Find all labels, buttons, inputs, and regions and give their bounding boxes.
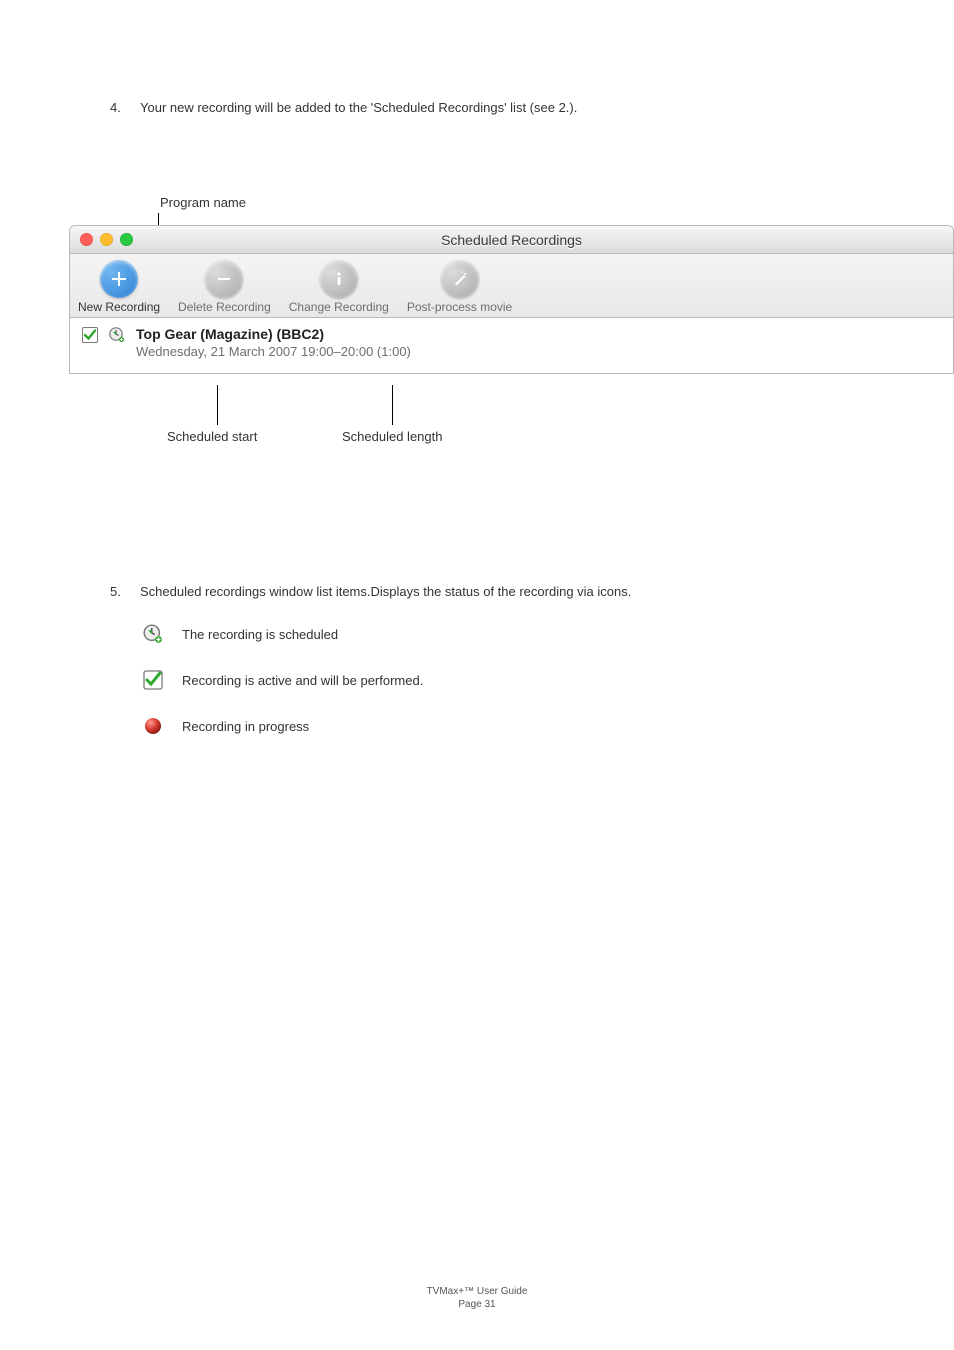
scheduled-icon: [108, 326, 126, 344]
line-start: [217, 385, 218, 425]
legend-in-progress-text: Recording in progress: [182, 719, 309, 734]
step-5: 5. Scheduled recordings window list item…: [110, 584, 894, 599]
line-length: [392, 385, 393, 425]
step-4-number: 4.: [110, 100, 140, 115]
post-process-label: Post-process movie: [407, 300, 512, 314]
wand-icon: [441, 260, 479, 298]
legend-scheduled-text: The recording is scheduled: [182, 627, 338, 642]
recording-dot-icon: [142, 715, 164, 737]
delete-recording-label: Delete Recording: [178, 300, 271, 314]
recording-title: Top Gear (Magazine) (BBC2): [136, 326, 941, 342]
legend-scheduled: The recording is scheduled: [142, 623, 894, 645]
diagram: Program name Channel name Scheduled star…: [0, 225, 954, 374]
callout-scheduled-length: Scheduled length: [342, 429, 442, 444]
footer-page: Page 31: [0, 1299, 954, 1310]
info-icon: [320, 260, 358, 298]
toolbar: New Recording Delete Recording Change Re…: [70, 254, 953, 318]
new-recording-button[interactable]: New Recording: [78, 260, 160, 314]
legend-active: Recording is active and will be performe…: [142, 669, 894, 691]
legend-in-progress: Recording in progress: [142, 715, 894, 737]
scheduled-clock-icon: [142, 623, 164, 645]
row-content: Top Gear (Magazine) (BBC2) Wednesday, 21…: [136, 326, 941, 359]
step-5-text: Scheduled recordings window list items.D…: [140, 584, 894, 599]
new-recording-label: New Recording: [78, 300, 160, 314]
minus-icon: [205, 260, 243, 298]
callout-scheduled-start: Scheduled start: [167, 429, 257, 444]
active-check-icon: [142, 669, 164, 691]
footer-title: TVMax+™ User Guide: [0, 1286, 954, 1297]
change-recording-label: Change Recording: [289, 300, 389, 314]
change-recording-button[interactable]: Change Recording: [289, 260, 389, 314]
plus-icon: [100, 260, 138, 298]
step-4: 4. Your new recording will be added to t…: [110, 100, 894, 115]
step-4-text: Your new recording will be added to the …: [140, 100, 894, 115]
titlebar: Scheduled Recordings: [70, 226, 953, 254]
step-5-section: 5. Scheduled recordings window list item…: [110, 584, 894, 737]
window-title: Scheduled Recordings: [70, 232, 953, 248]
page-footer: TVMax+™ User Guide Page 31: [0, 1286, 954, 1310]
recording-row[interactable]: Top Gear (Magazine) (BBC2) Wednesday, 21…: [70, 318, 953, 373]
scheduled-recordings-window: Scheduled Recordings New Recording Delet…: [69, 225, 954, 374]
step-5-number: 5.: [110, 584, 140, 599]
recording-subtitle: Wednesday, 21 March 2007 19:00–20:00 (1:…: [136, 344, 941, 359]
callout-program-name: Program name: [160, 195, 246, 210]
active-checkbox-icon[interactable]: [82, 327, 98, 343]
post-process-button[interactable]: Post-process movie: [407, 260, 512, 314]
delete-recording-button[interactable]: Delete Recording: [178, 260, 271, 314]
legend-active-text: Recording is active and will be performe…: [182, 673, 423, 688]
